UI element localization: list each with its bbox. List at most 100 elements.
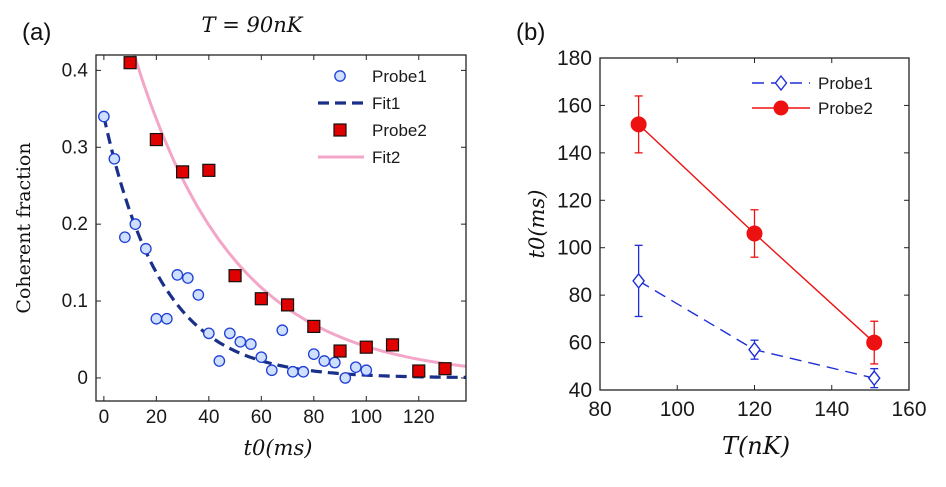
chart-a-ytick-label: 0.1	[62, 291, 88, 312]
point-probe1	[119, 231, 131, 244]
chart-b-ytick-label: 80	[569, 284, 592, 307]
point-probe2	[280, 298, 295, 312]
point-probe2	[746, 225, 763, 242]
chart-b-ylabel: t0(ms)	[525, 190, 549, 259]
point-probe1	[276, 324, 289, 337]
chart-a-legend: Probe1 Fit1 Probe2 Fit2	[318, 67, 427, 167]
point-probe1	[213, 355, 226, 367]
legend-label-probe2: Probe2	[372, 121, 427, 140]
chart-b-xtick-label: 160	[891, 398, 926, 421]
chart-a-xtick-label: 40	[198, 407, 219, 428]
point-probe1	[265, 364, 278, 377]
chart-b-ytick-label: 40	[569, 379, 592, 402]
chart-b-legend: Probe1 Probe2	[752, 74, 873, 118]
chart-a-xtick-label: 60	[251, 407, 272, 428]
chart-a-points	[98, 56, 452, 384]
point-probe1	[161, 312, 173, 325]
point-probe1	[223, 327, 236, 340]
chart-b-ytick-label: 180	[557, 47, 592, 70]
point-probe2	[385, 338, 400, 352]
panel-b-label: (b)	[516, 19, 545, 46]
point-probe1	[360, 364, 373, 377]
chart-b-ticks: 80 100 120 140 160 40 60 80 100 120 140 160 180	[557, 47, 927, 421]
point-probe1	[234, 335, 247, 348]
point-probe2	[359, 340, 373, 354]
chart-a-ytick-label: 0.3	[62, 137, 88, 158]
point-probe1	[339, 372, 352, 384]
point-probe2	[175, 165, 190, 179]
chart-a-ylabel: Coherent fraction	[13, 142, 35, 313]
point-probe2	[866, 334, 883, 351]
point-probe1	[171, 269, 184, 281]
point-probe1	[318, 355, 331, 367]
chart-a-xtick-label: 100	[350, 407, 382, 428]
chart-b-ytick-label: 140	[557, 142, 592, 165]
point-probe2	[228, 269, 242, 283]
chart-a-ytick-label: 0	[77, 368, 88, 389]
point-probe1	[632, 272, 646, 290]
point-probe1	[129, 218, 142, 231]
chart-b-ytick-label: 60	[569, 332, 592, 355]
legend-marker-probe2	[333, 123, 347, 137]
chart-b: 80 100 120 140 160 40 60 80 100 120 140 160 180 Prob…	[557, 47, 927, 421]
point-probe2	[149, 132, 163, 147]
chart-b-ytick-label: 160	[557, 94, 592, 117]
point-probe1	[192, 289, 205, 301]
point-probe2	[438, 362, 452, 376]
point-probe1	[748, 341, 761, 358]
legend-marker-probe1	[334, 70, 346, 82]
point-probe2	[412, 364, 426, 378]
chart-b-plot-frame	[599, 57, 910, 391]
chart-a-title: T = 90nK	[202, 13, 304, 37]
legend-label-probe2: Probe2	[818, 99, 873, 118]
chart-a-xtick-label: 0	[99, 407, 110, 428]
panel-a-label: (a)	[22, 19, 51, 46]
chart-b-xtick-label: 80	[588, 398, 611, 421]
legend-marker-probe1	[774, 74, 788, 92]
point-probe1	[150, 312, 163, 325]
point-probe1	[108, 152, 121, 165]
legend-label-probe1: Probe1	[818, 74, 873, 93]
chart-a-ticks: 0 20 40 60 80 100 120 0 0.1 0.2 0.3 0.4	[62, 55, 466, 428]
point-probe2	[307, 319, 321, 334]
legend-label-fit1: Fit1	[372, 94, 400, 113]
legend-marker-probe2	[773, 100, 789, 116]
point-probe1	[328, 356, 341, 369]
chart-b-series	[630, 95, 883, 389]
point-probe2	[202, 163, 216, 177]
chart-b-xtick-label: 120	[737, 398, 772, 421]
point-probe1	[286, 365, 299, 378]
chart-b-xtick-label: 140	[814, 398, 849, 421]
series-line-probe1	[638, 280, 875, 379]
chart-a-xlabel: t0(ms)	[244, 436, 313, 460]
chart-b-xtick-label: 100	[660, 398, 695, 421]
chart-a-xtick-label: 20	[146, 407, 167, 428]
point-probe1	[307, 348, 320, 360]
point-probe1	[297, 365, 310, 378]
point-probe1	[255, 351, 268, 364]
legend-label-probe1: Probe1	[372, 67, 427, 86]
point-probe2	[123, 56, 137, 70]
chart-b-xlabel: T(nK)	[722, 432, 790, 460]
point-probe1	[349, 361, 362, 374]
legend-label-fit2: Fit2	[372, 148, 400, 167]
point-probe1	[244, 338, 257, 350]
chart-a-xtick-label: 120	[403, 407, 435, 428]
chart-a-ytick-label: 0.4	[62, 60, 89, 81]
chart-a-xtick-label: 80	[303, 407, 324, 428]
point-probe2	[254, 292, 268, 306]
point-probe1	[140, 242, 152, 255]
point-probe1	[181, 272, 194, 284]
fit-curve-fit1	[102, 116, 466, 379]
chart-a-plot-frame	[95, 54, 467, 402]
chart-a-ytick-label: 0.2	[62, 214, 88, 235]
chart-b-ytick-label: 100	[557, 237, 592, 260]
chart-b-ytick-label: 120	[557, 189, 592, 212]
point-probe1	[98, 110, 110, 123]
point-probe1	[202, 327, 215, 340]
point-probe1	[867, 370, 881, 387]
point-probe2	[333, 344, 347, 358]
point-probe2	[630, 116, 647, 133]
